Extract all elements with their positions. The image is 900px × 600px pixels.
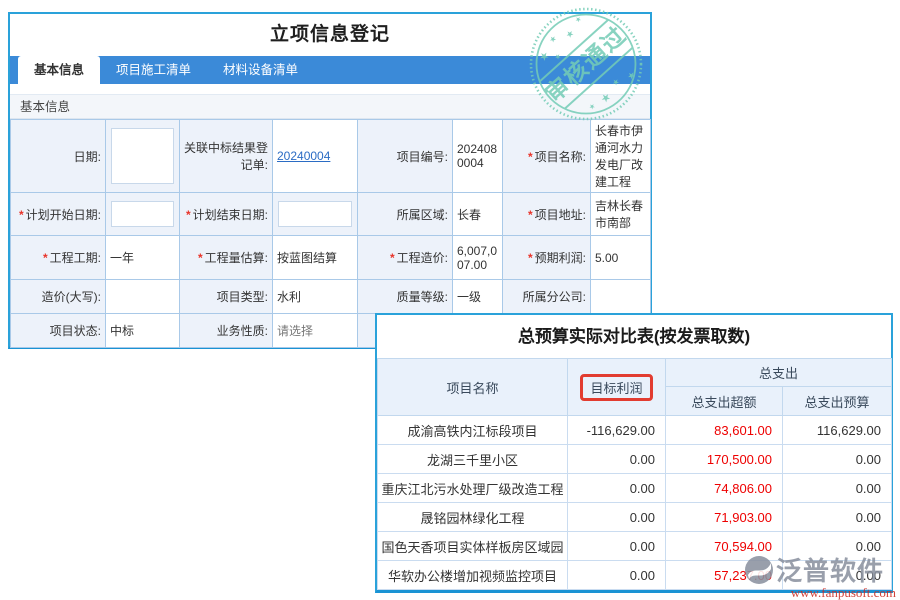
expected-profit-value: 5.00 <box>590 235 651 280</box>
plan-start-date-label: * 计划开始日期: <box>10 192 106 236</box>
section-header-basic-info: 基本信息 <box>10 94 650 119</box>
branch-company-label: 所属分公司: <box>502 279 591 314</box>
cost-in-words-value <box>105 279 180 314</box>
project-link[interactable]: 重庆江北污水处理厂级改造工程 <box>377 473 568 503</box>
tab-material-equipment-list[interactable]: 材料设备清单 <box>223 63 299 77</box>
table-row: 华软办公楼增加视频监控项目 0.00 57,237.00 0.00 <box>377 560 893 590</box>
expense-overrun-cell: 71,903.00 <box>665 502 783 532</box>
project-link[interactable]: 龙湖三千里小区 <box>377 444 568 474</box>
target-profit-cell: 0.00 <box>567 560 666 590</box>
project-address-label: * 项目地址: <box>502 192 591 236</box>
target-profit-cell: 0.00 <box>567 502 666 532</box>
related-bid-result-label: 关联中标结果登记单: <box>179 119 273 193</box>
region-value: 长春 <box>452 192 503 236</box>
tab-construction-list[interactable]: 项目施工清单 <box>116 63 192 77</box>
duration-value: 一年 <box>105 235 180 280</box>
tab-bar: 基本信息 项目施工清单 材料设备清单 <box>10 56 650 84</box>
form-row: * 工程工期: 一年 * 工程量估算: 按蓝图结算 * 工程造价: 6,007,007… <box>10 235 651 280</box>
basic-info-form: 日期: 关联中标结果登记单: 20240004 项目编号: 2024080004… <box>10 119 651 348</box>
target-profit-cell: -116,629.00 <box>567 415 666 445</box>
plan-end-date-label: * 计划结束日期: <box>179 192 273 236</box>
tab-basic-info[interactable]: 基本信息 <box>18 56 101 84</box>
col-header-total-expense: 总支出 <box>664 358 893 387</box>
expected-profit-label: * 预期利润: <box>502 235 591 280</box>
project-cost-value: 6,007,007.00 <box>452 235 503 280</box>
project-name-value: 长春市伊通河水力发电厂改建工程 <box>590 119 651 193</box>
table-row: 重庆江北污水处理厂级改造工程 0.00 74,806.00 0.00 <box>377 473 893 503</box>
expense-overrun-cell: 70,594.00 <box>665 531 783 561</box>
target-profit-cell: 0.00 <box>567 444 666 474</box>
duration-label: * 工程工期: <box>10 235 106 280</box>
table-row: 成渝高铁内江标段项目 -116,629.00 83,601.00 116,629… <box>377 415 893 445</box>
form-row: 日期: 关联中标结果登记单: 20240004 项目编号: 2024080004… <box>10 119 651 193</box>
target-profit-highlight-box: 目标利润 <box>580 373 653 401</box>
project-link[interactable]: 国色天香项目实体样板房区域园 <box>377 531 568 561</box>
plan-end-date-cell <box>272 192 358 236</box>
col-header-expense-budget: 总支出预算 <box>781 386 893 416</box>
business-nature-label: 业务性质: <box>179 313 273 348</box>
quality-grade-value: 一级 <box>452 279 503 314</box>
business-nature-select[interactable]: 请选择 <box>272 313 358 348</box>
expense-overrun-cell: 57,237.00 <box>665 560 783 590</box>
expense-budget-cell: 0.00 <box>781 444 893 474</box>
form-row: * 计划开始日期: * 计划结束日期: 所属区域: 长春 * 项目地址: 吉林长春市南… <box>10 192 651 236</box>
project-link[interactable]: 晟铭园林绿化工程 <box>377 502 568 532</box>
project-link[interactable]: 华软办公楼增加视频监控项目 <box>377 560 568 590</box>
expense-budget-cell: 0.00 <box>781 560 893 590</box>
project-link[interactable]: 成渝高铁内江标段项目 <box>377 415 568 445</box>
project-type-value: 水利 <box>272 279 358 314</box>
form-row: 造价(大写): 项目类型: 水利 质量等级: 一级 所属分公司: <box>10 279 651 314</box>
budget-comparison-table: 项目名称 目标利润 总支出 总支出超额 总支出预算 成渝高铁内江标段项目 -11… <box>377 358 893 590</box>
target-profit-cell: 0.00 <box>567 473 666 503</box>
region-label: 所属区域: <box>357 192 453 236</box>
quality-grade-label: 质量等级: <box>357 279 453 314</box>
bid-result-link[interactable]: 20240004 <box>277 149 331 163</box>
date-field-cell <box>105 119 180 193</box>
col-header-target-profit: 目标利润 <box>567 358 666 416</box>
col-header-project-name: 项目名称 <box>377 358 568 416</box>
project-status-label: 项目状态: <box>10 313 106 348</box>
project-number-value: 2024080004 <box>452 119 503 193</box>
plan-start-date-cell <box>105 192 180 236</box>
date-label: 日期: <box>10 119 106 193</box>
budget-comparison-panel: 总预算实际对比表(按发票取数) 项目名称 目标利润 总支出 总支出超额 总支出预… <box>375 313 893 593</box>
branch-company-value <box>590 279 651 314</box>
col-header-expense-overrun: 总支出超额 <box>665 386 783 416</box>
project-name-label: * 项目名称: <box>502 119 591 193</box>
project-type-label: 项目类型: <box>179 279 273 314</box>
project-cost-label: * 工程造价: <box>357 235 453 280</box>
plan-start-date-input[interactable] <box>111 201 174 227</box>
report-title: 总预算实际对比表(按发票取数) <box>377 315 891 358</box>
cost-in-words-label: 造价(大写): <box>10 279 106 314</box>
table-row: 国色天香项目实体样板房区域园 0.00 70,594.00 0.00 <box>377 531 893 561</box>
expense-overrun-cell: 74,806.00 <box>665 473 783 503</box>
expense-budget-cell: 0.00 <box>781 473 893 503</box>
quantity-estimate-label: * 工程量估算: <box>179 235 273 280</box>
expense-overrun-cell: 83,601.00 <box>665 415 783 445</box>
table-row: 龙湖三千里小区 0.00 170,500.00 0.00 <box>377 444 893 474</box>
table-row: 晟铭园林绿化工程 0.00 71,903.00 0.00 <box>377 502 893 532</box>
tab-gap <box>10 84 650 94</box>
expense-budget-cell: 116,629.00 <box>781 415 893 445</box>
page-title: 立项信息登记 <box>10 14 650 56</box>
related-bid-result-cell: 20240004 <box>272 119 358 193</box>
quantity-estimate-value: 按蓝图结算 <box>272 235 358 280</box>
project-address-value: 吉林长春市南部 <box>590 192 651 236</box>
project-number-label: 项目编号: <box>357 119 453 193</box>
expense-overrun-cell: 170,500.00 <box>665 444 783 474</box>
date-input[interactable] <box>111 128 174 184</box>
project-status-value: 中标 <box>105 313 180 348</box>
target-profit-cell: 0.00 <box>567 531 666 561</box>
plan-end-date-input[interactable] <box>278 201 352 227</box>
expense-budget-cell: 0.00 <box>781 502 893 532</box>
expense-budget-cell: 0.00 <box>781 531 893 561</box>
project-registration-panel: 立项信息登记 基本信息 项目施工清单 材料设备清单 基本信息 日期: 关联中标结… <box>8 12 652 349</box>
